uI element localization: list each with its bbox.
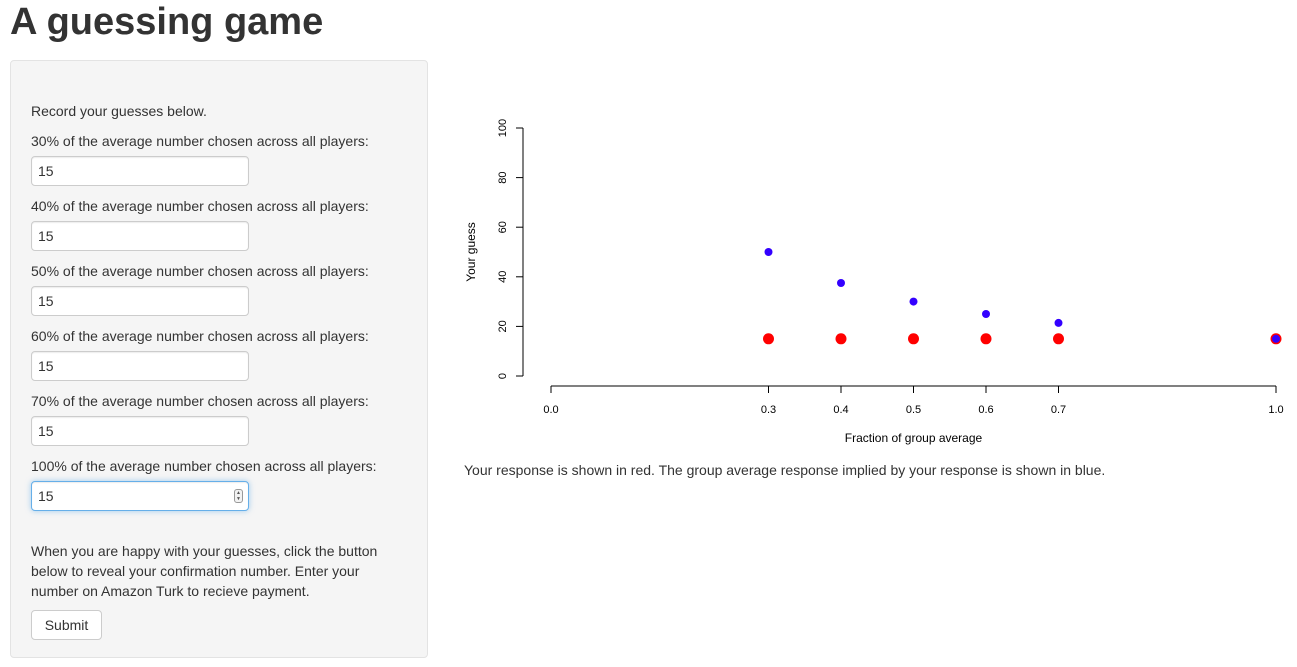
x-tick-label: 0.4 <box>833 404 848 416</box>
guess-scatter-plot: 0.0 0.3 0.4 0.5 0.6 0.7 1.0 Fraction of group a… <box>464 119 1284 445</box>
guess-point-red <box>835 333 847 345</box>
number-spinner-icon[interactable]: ▲ ▼ <box>234 489 243 503</box>
page-title: A guessing game <box>10 1 324 43</box>
guess-point-red <box>908 333 919 345</box>
x-tick-label: 0.0 <box>543 404 558 416</box>
submit-instructions: When you are happy with your guesses, cl… <box>31 543 378 599</box>
guess-label-60: 60% of the average number chosen across … <box>31 328 369 344</box>
guess-point-red <box>1053 333 1064 345</box>
y-tick-label: 100 <box>497 119 509 137</box>
guess-input-30[interactable] <box>31 156 249 186</box>
x-tick-label: 1.0 <box>1268 404 1283 416</box>
implied-average-point-blue <box>837 279 845 287</box>
guess-label-100: 100% of the average number chosen across… <box>31 458 377 474</box>
implied-average-point-blue <box>1272 334 1280 343</box>
guess-point-red <box>763 333 774 345</box>
guess-input-50[interactable] <box>31 286 249 316</box>
y-axis-label: Your guess <box>464 222 478 282</box>
implied-average-point-blue <box>982 310 990 318</box>
x-tick-label: 0.3 <box>761 404 776 416</box>
guess-label-70: 70% of the average number chosen across … <box>31 393 369 409</box>
y-tick-label: 40 <box>497 271 509 283</box>
y-tick-label: 60 <box>497 221 509 233</box>
guess-label-30: 30% of the average number chosen across … <box>31 133 369 149</box>
guess-input-100-wrapper: ▲▼ <box>31 481 249 511</box>
implied-average-point-blue <box>909 297 918 306</box>
guess-label-50: 50% of the average number chosen across … <box>31 263 369 279</box>
guess-point-red <box>980 333 992 345</box>
guess-label-40: 40% of the average number chosen across … <box>31 198 369 214</box>
y-tick-label: 0 <box>497 373 509 379</box>
x-axis-label: Fraction of group average <box>845 431 983 445</box>
guess-input-100[interactable] <box>31 481 249 511</box>
guess-input-70[interactable] <box>31 416 249 446</box>
y-tick-label: 80 <box>497 171 509 183</box>
form-intro: Record your guesses below. <box>31 103 207 119</box>
implied-average-point-blue <box>1054 318 1063 327</box>
guess-input-60[interactable] <box>31 351 249 381</box>
y-tick-label: 20 <box>497 320 509 332</box>
guess-input-40[interactable] <box>31 221 249 251</box>
guess-form-panel: Record your guesses below. 30% of the av… <box>10 60 428 658</box>
plot-caption: Your response is shown in red. The group… <box>464 462 1106 478</box>
x-tick-label: 0.5 <box>906 404 921 416</box>
implied-average-point-blue <box>764 248 773 256</box>
x-tick-label: 0.7 <box>1051 404 1066 416</box>
submit-button[interactable]: Submit <box>31 610 102 640</box>
x-tick-label: 0.6 <box>978 404 993 416</box>
